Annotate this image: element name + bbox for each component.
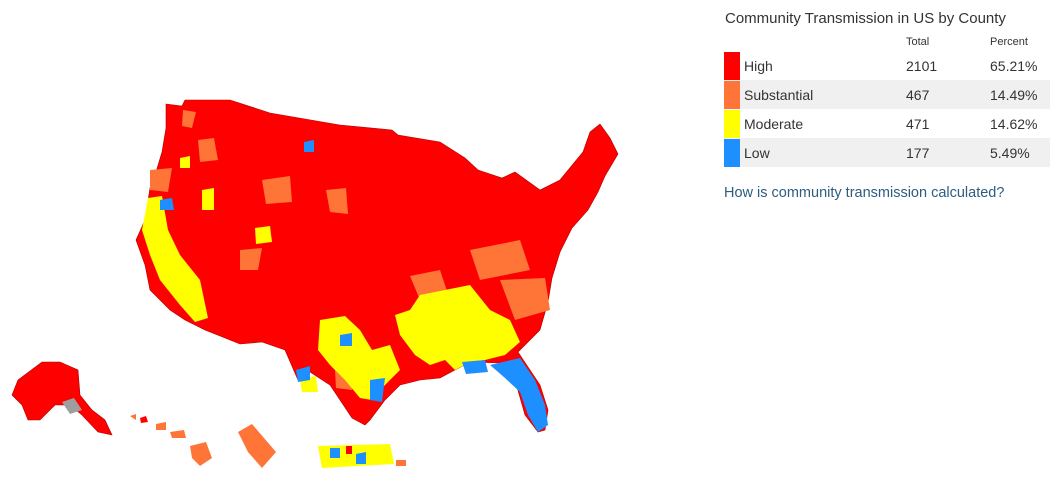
panel-title: Community Transmission in US by County	[725, 10, 1006, 27]
percent-value: 14.49%	[990, 80, 1050, 109]
us-county-map[interactable]	[0, 80, 700, 485]
total-value: 467	[906, 80, 990, 109]
substantial-counties	[150, 110, 550, 390]
moderate-counties	[142, 156, 520, 400]
percent-value: 14.62%	[990, 115, 1038, 132]
table-row-high[interactable]: High 2101 65.21%	[724, 51, 1050, 80]
low-counties	[160, 140, 548, 432]
level-label: Low	[740, 138, 906, 167]
guam[interactable]	[238, 424, 276, 468]
total-value: 471	[906, 115, 930, 132]
table-row-moderate[interactable]: Moderate 471 14.62%	[724, 109, 1050, 138]
total-column-header: Total	[906, 36, 930, 48]
moderate-swatch	[724, 109, 740, 138]
low-swatch	[724, 138, 740, 167]
transmission-summary-panel: Community Transmission in US by County T…	[724, 10, 1050, 201]
alaska[interactable]	[11, 361, 113, 436]
color-column-header	[724, 33, 740, 51]
total-value: 177	[906, 138, 990, 167]
level-label: Substantial	[740, 80, 906, 109]
alaska-no-data	[62, 398, 82, 414]
puerto-rico[interactable]	[318, 444, 406, 468]
transmission-table: Total Percent High 2101 65.21% Substanti…	[724, 33, 1050, 167]
table-row-low[interactable]: Low 177 5.49%	[724, 138, 1050, 167]
hawaii[interactable]	[130, 414, 212, 466]
calculation-info-link[interactable]: How is community transmission calculated…	[724, 185, 1005, 201]
table-row-substantial[interactable]: Substantial 467 14.49%	[724, 80, 1050, 109]
percent-column-header: Percent	[990, 36, 1028, 48]
level-label: Moderate	[744, 115, 804, 132]
total-value: 2101	[906, 57, 938, 74]
level-column-header	[740, 33, 906, 51]
percent-value: 65.21%	[990, 57, 1038, 74]
high-swatch	[724, 51, 740, 80]
percent-value: 5.49%	[990, 138, 1050, 167]
level-label: High	[744, 57, 773, 74]
substantial-swatch	[724, 80, 740, 109]
